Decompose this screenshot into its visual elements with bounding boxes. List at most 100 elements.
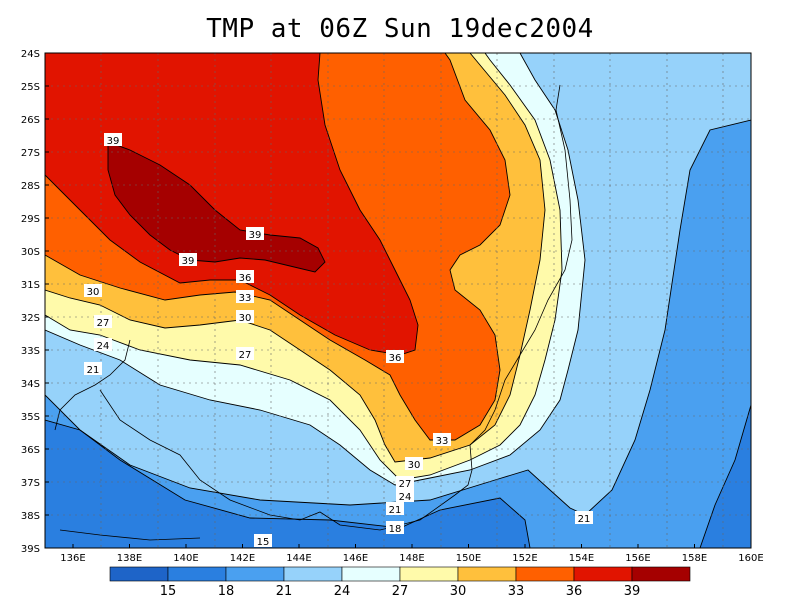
svg-text:21: 21 xyxy=(578,514,591,525)
colorbar-swatch xyxy=(631,566,691,582)
svg-text:21: 21 xyxy=(389,505,402,516)
svg-text:27: 27 xyxy=(97,318,110,329)
lon-label: 148E xyxy=(399,553,424,564)
lat-label: 25S xyxy=(21,82,40,93)
lat-label: 36S xyxy=(21,445,40,456)
lon-label: 158E xyxy=(682,553,707,564)
svg-text:24: 24 xyxy=(97,341,110,352)
lat-label: 24S xyxy=(21,49,40,60)
lon-label: 152E xyxy=(512,553,537,564)
colorbar-label: 39 xyxy=(624,584,641,599)
lon-label: 154E xyxy=(569,553,594,564)
colorbar-label: 36 xyxy=(566,584,583,599)
lon-label: 150E xyxy=(456,553,481,564)
colorbar-swatch xyxy=(457,566,517,582)
contour-label: 21 xyxy=(84,362,102,376)
colorbar-label: 18 xyxy=(218,584,235,599)
lat-label: 28S xyxy=(21,181,40,192)
colorbar-swatch xyxy=(167,566,227,582)
svg-text:27: 27 xyxy=(239,350,252,361)
colorbar: 15 18 21 24 27 30 33 36 39 xyxy=(109,566,691,599)
band-15-18 xyxy=(45,405,751,548)
contour-label: 27 xyxy=(94,315,112,329)
contour-label: 27 xyxy=(236,347,254,361)
svg-text:21: 21 xyxy=(87,365,100,376)
contour-label: 15 xyxy=(254,534,272,548)
lat-label: 35S xyxy=(21,412,40,423)
contour-label: 33 xyxy=(433,433,451,447)
lat-label: 33S xyxy=(21,346,40,357)
contour-label: 30 xyxy=(236,310,254,324)
lat-labels: 24S 25S 26S 27S 28S 29S 30S 31S 32S 33S 34S 35S 36S 3… xyxy=(21,49,49,555)
map-title: TMP at 06Z Sun 19dec2004 xyxy=(206,14,594,44)
colorbar-swatch xyxy=(573,566,633,582)
svg-text:30: 30 xyxy=(239,313,252,324)
svg-text:30: 30 xyxy=(408,460,421,471)
lat-label: 32S xyxy=(21,313,40,324)
lat-label: 37S xyxy=(21,478,40,489)
colorbar-label: 24 xyxy=(334,584,351,599)
colorbar-swatch xyxy=(341,566,401,582)
lon-label: 138E xyxy=(117,553,142,564)
grid-lines xyxy=(45,53,751,548)
lon-label: 140E xyxy=(173,553,198,564)
contour-value-labels: 39 39 39 36 33 30 30 27 27 24 21 36 33 30 27 24 21 18 21 15 xyxy=(84,133,593,548)
plot-frame xyxy=(44,52,752,549)
colorbar-label: 30 xyxy=(450,584,467,599)
contour-label: 36 xyxy=(236,270,254,284)
svg-text:33: 33 xyxy=(436,436,449,447)
coastline xyxy=(54,84,573,541)
colorbar-label: 15 xyxy=(160,584,177,599)
contour-label: 24 xyxy=(396,489,414,503)
lat-label: 26S xyxy=(21,115,40,126)
lat-label: 34S xyxy=(21,379,40,390)
lat-label: 38S xyxy=(21,511,40,522)
contour-label: 24 xyxy=(94,338,112,352)
contour-label: 39 xyxy=(246,227,264,241)
filled-contours xyxy=(45,53,751,548)
lat-label: 27S xyxy=(21,148,40,159)
lon-label: 146E xyxy=(343,553,368,564)
contour-label: 36 xyxy=(386,350,404,364)
svg-text:30: 30 xyxy=(87,287,100,298)
lat-label: 30S xyxy=(21,247,40,258)
contour-label: 21 xyxy=(575,511,593,525)
lat-label: 31S xyxy=(21,280,40,291)
svg-text:39: 39 xyxy=(182,256,195,267)
lon-label: 144E xyxy=(286,553,311,564)
svg-text:24: 24 xyxy=(399,492,412,503)
contour-label: 33 xyxy=(236,290,254,304)
colorbar-swatch xyxy=(399,566,459,582)
colorbar-label: 33 xyxy=(508,584,525,599)
contour-label: 18 xyxy=(386,521,404,535)
svg-text:18: 18 xyxy=(389,524,402,535)
contour-label: 39 xyxy=(104,133,122,147)
svg-text:39: 39 xyxy=(107,136,120,147)
svg-text:39: 39 xyxy=(249,230,262,241)
colorbar-swatch xyxy=(283,566,343,582)
lat-label: 39S xyxy=(21,544,40,555)
svg-text:27: 27 xyxy=(399,479,412,490)
contour-label: 39 xyxy=(179,253,197,267)
lon-label: 160E xyxy=(738,553,763,564)
band-36-39 xyxy=(45,53,418,355)
colorbar-swatch xyxy=(225,566,285,582)
svg-text:36: 36 xyxy=(389,353,402,364)
lon-label: 156E xyxy=(625,553,650,564)
contour-label: 30 xyxy=(84,284,102,298)
contour-label: 30 xyxy=(405,457,423,471)
lat-label: 29S xyxy=(21,214,40,225)
colorbar-swatch xyxy=(515,566,575,582)
contour-label: 27 xyxy=(396,476,414,490)
lon-label: 136E xyxy=(60,553,85,564)
lon-label: 142E xyxy=(230,553,255,564)
svg-text:33: 33 xyxy=(239,293,252,304)
svg-text:36: 36 xyxy=(239,273,252,284)
colorbar-label: 21 xyxy=(276,584,293,599)
contour-label: 21 xyxy=(386,502,404,516)
colorbar-swatch xyxy=(109,566,169,582)
svg-text:15: 15 xyxy=(257,537,270,548)
colorbar-label: 27 xyxy=(392,584,409,599)
lon-labels: 136E 138E 140E 142E 144E 146E 148E 150E 152E 154E… xyxy=(60,544,764,564)
